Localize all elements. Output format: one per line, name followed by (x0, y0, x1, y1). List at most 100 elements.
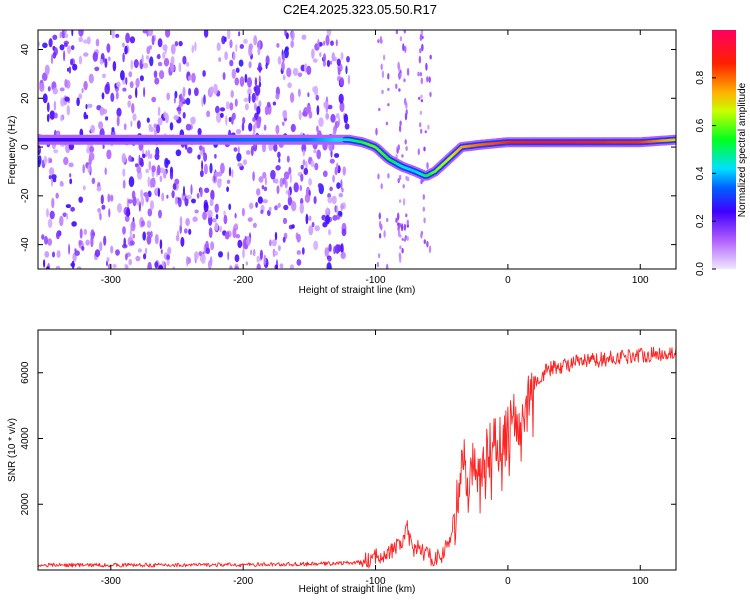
noise-blob (256, 263, 261, 269)
noise-blob (329, 158, 335, 164)
noise-blob (186, 255, 189, 267)
streak-blob (422, 206, 425, 212)
noise-blob (340, 202, 344, 212)
noise-blob (237, 146, 240, 155)
noise-blob (102, 73, 106, 79)
streak-blob (385, 121, 389, 126)
noise-blob (262, 171, 267, 179)
noise-blob (142, 62, 149, 69)
noise-blob (329, 60, 333, 65)
noise-blob (307, 92, 310, 98)
streak-blob (427, 124, 430, 130)
noise-blob (140, 196, 145, 207)
noise-blob (316, 105, 320, 116)
noise-blob (50, 54, 54, 65)
noise-blob (95, 38, 100, 47)
noise-blob (55, 265, 61, 269)
noise-blob (334, 153, 340, 158)
noise-blob (277, 245, 281, 252)
noise-blob (239, 76, 245, 87)
x-tick-label: 0 (505, 275, 511, 286)
streak-blob (420, 77, 423, 85)
noise-blob (290, 123, 296, 133)
noise-blob (149, 200, 155, 211)
noise-blob (43, 155, 48, 165)
streak-blob (399, 234, 402, 238)
noise-blob (203, 152, 208, 162)
noise-blob (203, 163, 208, 175)
noise-blob (317, 38, 320, 48)
noise-blob (305, 161, 308, 170)
noise-blob (150, 230, 153, 238)
noise-blob (64, 42, 68, 47)
streak-blob (387, 87, 390, 91)
noise-blob (325, 214, 331, 225)
noise-blob (258, 81, 262, 88)
noise-blob (112, 60, 117, 72)
streak-blob (379, 36, 383, 44)
noise-blob (237, 239, 243, 249)
noise-blob (256, 105, 261, 115)
noise-blob (111, 30, 115, 39)
streak-blob (399, 120, 402, 127)
noise-blob (170, 63, 175, 72)
noise-blob (340, 243, 344, 254)
noise-blob (131, 190, 136, 199)
noise-blob (173, 115, 179, 121)
noise-blob (296, 233, 301, 243)
noise-blob (291, 224, 295, 229)
noise-blob (99, 58, 104, 65)
noise-blob (76, 97, 80, 107)
noise-blob (122, 179, 126, 189)
noise-blob (243, 38, 248, 44)
noise-blob (128, 176, 135, 188)
x-tick-label: -200 (233, 275, 253, 286)
noise-blob (157, 53, 161, 60)
streak-blob (406, 236, 409, 241)
noise-blob (147, 208, 153, 217)
streak-blob (377, 173, 380, 180)
noise-blob (100, 194, 104, 205)
noise-blob (224, 36, 227, 42)
noise-blob (53, 149, 59, 154)
noise-blob (171, 190, 175, 199)
noise-blob (178, 62, 182, 73)
noise-blob (91, 231, 96, 237)
noise-blob (333, 56, 337, 62)
noise-blob (256, 188, 261, 196)
spectrogram-xlabel: Height of straight line (km) (299, 285, 416, 296)
noise-blob (243, 97, 249, 103)
streak-blob (395, 217, 398, 222)
noise-blob (158, 265, 164, 269)
noise-blob (130, 120, 133, 127)
streak-blob (397, 178, 400, 184)
noise-blob (62, 212, 67, 218)
noise-blob (334, 244, 340, 254)
noise-blob (170, 56, 175, 65)
noise-blob (50, 176, 54, 187)
noise-blob (312, 58, 318, 63)
noise-blob (293, 182, 299, 193)
noise-blob (256, 255, 260, 263)
noise-blob (146, 117, 150, 123)
noise-blob (257, 196, 263, 204)
noise-blob (157, 61, 163, 67)
noise-blob (327, 104, 333, 110)
noise-blob (332, 125, 337, 134)
y-tick-label: -20 (20, 188, 31, 203)
noise-blob (111, 127, 115, 132)
noise-blob (252, 222, 257, 228)
noise-blob (53, 100, 57, 112)
noise-blob (159, 167, 165, 174)
noise-blob (208, 227, 213, 239)
noise-blob (222, 72, 226, 81)
noise-blob (210, 241, 215, 251)
noise-blob (326, 30, 332, 37)
noise-blob (209, 86, 214, 95)
noise-blob (229, 39, 233, 49)
streak-blob (383, 230, 386, 238)
noise-blob (116, 115, 120, 127)
noise-blob (52, 178, 57, 183)
noise-blob (248, 43, 253, 50)
noise-blob (336, 205, 339, 216)
